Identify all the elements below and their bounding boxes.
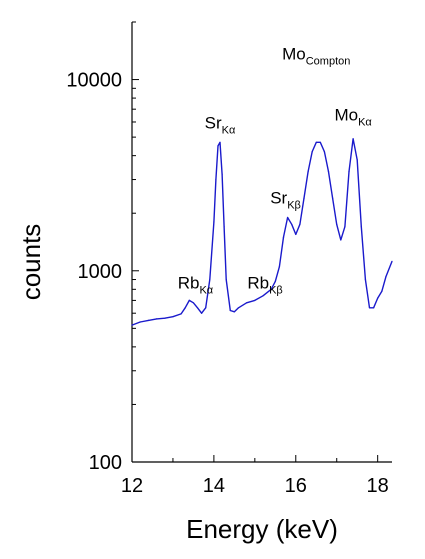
spectrum-point (184, 307, 186, 309)
peak-label: SrKα (205, 114, 236, 137)
spectrum-point (291, 223, 293, 225)
spectrum-point (229, 309, 231, 312)
spectrum-point (368, 307, 371, 309)
spectrum-point (311, 151, 313, 153)
spectrum-point (332, 197, 334, 199)
spectrum-point (221, 173, 223, 175)
y-axis-label: counts (16, 224, 46, 301)
spectrum-point (282, 236, 285, 238)
spectrum-point (319, 141, 321, 143)
spectrum-point (188, 299, 190, 301)
spectrum-point (352, 138, 354, 140)
spectrum-point (356, 159, 358, 161)
spectrum-point (278, 266, 280, 268)
spectrum-point (385, 276, 387, 278)
spectrum-point (336, 223, 338, 225)
spectrum-point (274, 280, 276, 282)
spectrum-point (344, 226, 346, 228)
spectrum-point (147, 319, 149, 321)
spectrum-point (217, 145, 219, 147)
peak-label: SrKβ (270, 188, 301, 211)
spectrum-point (381, 290, 383, 292)
peak-label: MoKα (334, 105, 372, 128)
chart-axes: 12 14 16 18 100 1000 10000 (66, 21, 392, 497)
spectrum-point (327, 171, 330, 173)
spectrum-line (131, 138, 393, 326)
x-tick-label: 16 (285, 475, 307, 497)
x-tick-label: 14 (203, 475, 225, 497)
spectrum-point (172, 316, 174, 318)
x-axis-label: Energy (keV) (186, 514, 338, 544)
spectrum-point (219, 141, 221, 143)
y-tick-label: 1000 (78, 261, 123, 283)
spectrum-point (377, 297, 379, 299)
spectrum-point (215, 178, 217, 181)
chart-series (131, 138, 393, 326)
spectrum-point (303, 197, 305, 199)
spectrum-point (205, 307, 207, 309)
y-tick-label: 100 (89, 452, 122, 474)
spectrum-point (270, 288, 272, 290)
peak-label: MoCompton (282, 45, 350, 68)
spectrum-point (364, 278, 366, 281)
spectrum-point (287, 216, 289, 219)
spectrum-point (180, 313, 182, 315)
spectrum-point (139, 321, 141, 323)
spectrum-point (131, 324, 133, 326)
spectrum-point (213, 221, 215, 223)
y-tick-label: 10000 (66, 70, 122, 92)
spectrum-point (237, 307, 240, 309)
spectrum-point (156, 318, 158, 320)
spectrum-point (340, 239, 342, 241)
spectrum-point (233, 311, 235, 313)
spectrum-point (348, 171, 350, 173)
peak-label: RbKβ (247, 273, 282, 296)
spectrum-point (360, 226, 362, 228)
spectrum-point (223, 226, 225, 228)
spectrum-point (299, 223, 301, 225)
spectrum-point (209, 278, 211, 281)
spectrum-point (225, 278, 227, 281)
x-tick-label: 18 (367, 475, 389, 497)
spectrum-point (315, 141, 317, 143)
spectrum-point (201, 312, 203, 314)
spectrum-point (262, 295, 264, 297)
spectrum-point (164, 317, 166, 319)
spectrum-point (373, 307, 375, 309)
spectrum-point (254, 299, 256, 301)
peak-label: RbKα (178, 273, 214, 296)
spectrum-point (307, 171, 309, 173)
x-tick-label: 12 (121, 475, 143, 497)
spectrum-point (323, 151, 325, 153)
spectrum-point (246, 302, 248, 304)
spectrum-point (192, 302, 194, 304)
spectrum-point (391, 260, 393, 262)
chart-annotations: RbKα SrKα RbKβ SrKβ MoCompton MoKα (178, 45, 373, 297)
spectrum-point (295, 233, 297, 235)
spectrum-point (196, 307, 199, 309)
